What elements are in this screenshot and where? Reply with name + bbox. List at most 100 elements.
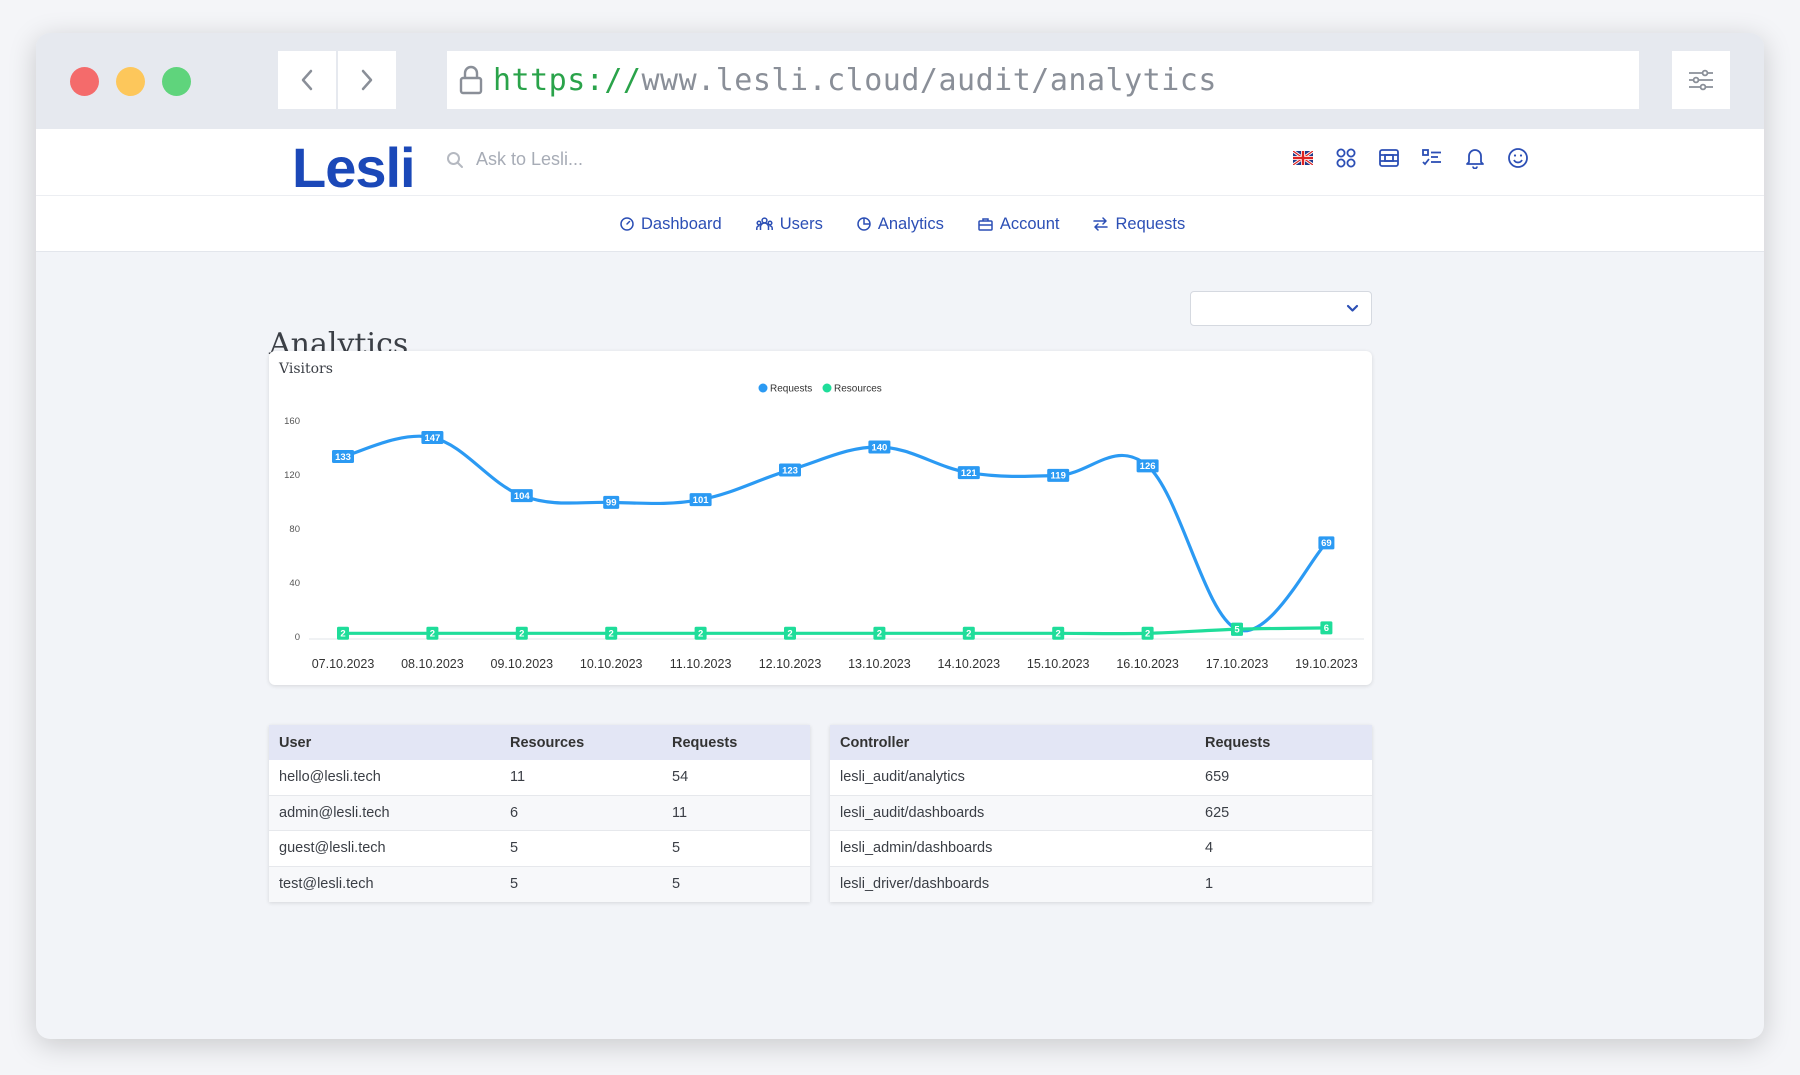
table-row[interactable]: lesli_driver/dashboards 1: [830, 866, 1372, 902]
data-label: 2: [519, 629, 524, 640]
data-label-box: [1320, 621, 1333, 635]
search-icon: [447, 151, 463, 168]
data-label: 6: [1324, 623, 1329, 634]
requests-cell: 4: [1205, 840, 1214, 857]
data-label-box: [337, 626, 349, 640]
users-icon: [755, 217, 773, 230]
data-label-box: [1047, 468, 1070, 482]
nav-requests-label: Requests: [1115, 214, 1186, 233]
x-tick-label: 11.10.2023: [670, 657, 732, 671]
forward-button[interactable]: [338, 51, 396, 109]
browser-menu-button[interactable]: [1672, 51, 1730, 109]
section-navigation: Dashboard Users Analytics Account Reques…: [36, 196, 1764, 252]
smiley-icon[interactable]: [1505, 145, 1531, 171]
search-input[interactable]: Ask to Lesli...: [476, 149, 584, 169]
task-list-icon[interactable]: [1419, 145, 1445, 171]
column-header-resources[interactable]: Resources: [510, 734, 585, 751]
y-tick-label: 160: [284, 416, 300, 427]
y-tick-label: 0: [295, 632, 300, 643]
nav-account-label: Account: [999, 214, 1060, 233]
pie-chart-icon: [857, 217, 871, 231]
chart-title: Visitors: [279, 361, 333, 377]
data-label: 2: [609, 629, 614, 640]
x-tick-label: 16.10.2023: [1116, 657, 1179, 671]
data-label-box: [1136, 459, 1159, 473]
url-protocol: https://: [493, 62, 642, 98]
data-label-box: [957, 466, 980, 480]
bell-icon[interactable]: [1462, 145, 1488, 171]
maximize-window-button[interactable]: [162, 67, 191, 96]
nav-requests[interactable]: Requests: [1093, 215, 1185, 234]
user-cell: guest@lesli.tech: [279, 840, 386, 857]
resources-cell: 5: [510, 840, 519, 857]
apps-grid-icon[interactable]: [1333, 145, 1359, 171]
search-bar[interactable]: Ask to Lesli...: [446, 149, 583, 170]
x-tick-label: 17.10.2023: [1206, 657, 1269, 671]
data-label-box: [1231, 622, 1243, 636]
period-select[interactable]: [1190, 291, 1372, 326]
table-row[interactable]: guest@lesli.tech 5 5: [269, 831, 810, 867]
series-line-requests: [341, 434, 1328, 633]
nav-users[interactable]: Users: [755, 214, 823, 234]
data-label-box: [694, 626, 707, 640]
controller-cell: lesli_driver/dashboards: [840, 876, 990, 893]
controller-cell: lesli_admin/dashboards: [840, 840, 993, 857]
browser-chrome: https://www.lesli.cloud/audit/analytics: [36, 33, 1764, 129]
data-label: 2: [430, 629, 435, 640]
data-label: 121: [961, 468, 978, 479]
table-row[interactable]: test@lesli.tech 5 5: [269, 866, 810, 902]
column-header-user[interactable]: User: [279, 734, 312, 751]
data-label-box: [1052, 626, 1065, 640]
nav-users-label: Users: [779, 214, 823, 233]
table-row[interactable]: lesli_audit/dashboards 625: [830, 795, 1372, 831]
controller-cell: lesli_audit/analytics: [840, 769, 965, 786]
address-bar[interactable]: https://www.lesli.cloud/audit/analytics: [447, 51, 1639, 109]
gauge-icon: [620, 217, 634, 231]
app-header: Lesli Ask to Lesli...: [36, 129, 1764, 199]
table-header-row: Controller Requests: [830, 725, 1372, 760]
minimize-window-button[interactable]: [116, 67, 145, 96]
y-tick-label: 80: [289, 524, 300, 535]
resources-cell: 6: [510, 804, 519, 821]
data-label-box: [603, 495, 620, 509]
header-icons: [1290, 145, 1531, 171]
legend-label: Resources: [834, 384, 882, 395]
lesli-logo[interactable]: Lesli: [292, 136, 416, 199]
x-tick-label: 09.10.2023: [491, 657, 554, 671]
nav-dashboard[interactable]: Dashboard: [620, 215, 722, 234]
data-label: 2: [966, 629, 971, 640]
x-tick-label: 10.10.2023: [580, 657, 643, 671]
resources-cell: 11: [510, 769, 526, 786]
data-label: 2: [698, 629, 703, 640]
chevron-right-icon: [361, 69, 373, 91]
column-header-controller[interactable]: Controller: [840, 734, 910, 751]
briefcase-icon: [978, 218, 993, 231]
browser-window: https://www.lesli.cloud/audit/analytics …: [36, 33, 1764, 1039]
table-row[interactable]: lesli_admin/dashboards 4: [830, 831, 1372, 867]
back-button[interactable]: [278, 51, 336, 109]
resources-cell: 5: [510, 876, 519, 893]
nav-account[interactable]: Account: [978, 214, 1060, 234]
data-label: 140: [871, 442, 887, 453]
data-label: 119: [1051, 471, 1066, 482]
column-header-requests[interactable]: Requests: [672, 734, 738, 751]
chevron-left-icon: [301, 69, 313, 91]
table-row[interactable]: lesli_audit/analytics 659: [830, 760, 1372, 796]
close-window-button[interactable]: [70, 67, 99, 96]
column-header-requests[interactable]: Requests: [1205, 734, 1271, 751]
data-label-box: [426, 626, 439, 640]
data-label-box: [779, 463, 801, 477]
data-label-box: [689, 493, 712, 507]
data-label: 5: [1234, 625, 1240, 636]
ticket-icon[interactable]: [1376, 145, 1402, 171]
x-tick-label: 08.10.2023: [401, 657, 464, 671]
data-label: 123: [782, 465, 798, 476]
x-tick-label: 15.10.2023: [1027, 657, 1090, 671]
nav-analytics[interactable]: Analytics: [857, 215, 944, 234]
table-row[interactable]: admin@lesli.tech 6 11: [269, 795, 810, 831]
y-tick-label: 40: [289, 578, 300, 589]
language-flag-icon[interactable]: [1290, 145, 1316, 171]
legend-label: Requests: [770, 384, 812, 395]
data-label-box: [515, 626, 528, 640]
table-row[interactable]: hello@lesli.tech 11 54: [269, 760, 810, 796]
